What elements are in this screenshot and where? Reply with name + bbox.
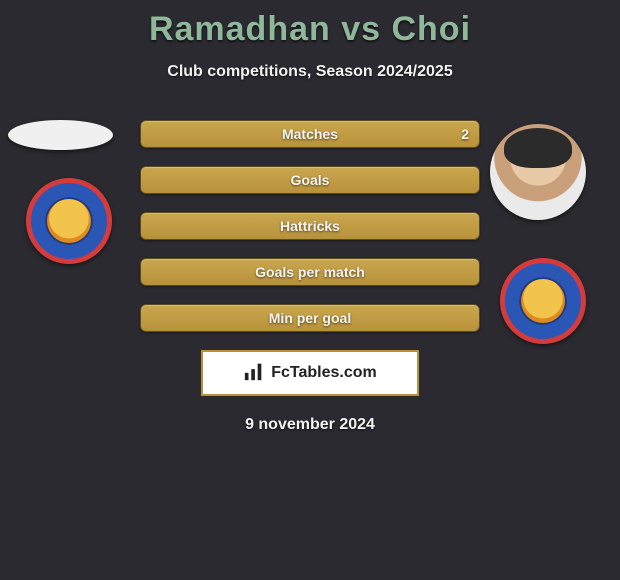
stat-bar-goals: Goals [140,166,480,194]
stat-label: Hattricks [280,218,340,234]
brand-watermark: FcTables.com [201,350,419,396]
page-title: Ramadhan vs Choi [0,0,620,49]
stat-bar-hattricks: Hattricks [140,212,480,240]
stats-panel: Matches 2 Goals Hattricks Goals per matc… [0,120,620,434]
bar-chart-icon [243,360,265,387]
stat-bars: Matches 2 Goals Hattricks Goals per matc… [140,120,480,332]
stat-value-right: 2 [461,126,469,142]
stat-label: Matches [282,126,338,142]
stat-bar-matches: Matches 2 [140,120,480,148]
stat-bar-min-per-goal: Min per goal [140,304,480,332]
stat-label: Goals [291,172,330,188]
subtitle: Club competitions, Season 2024/2025 [0,63,620,81]
stat-label: Min per goal [269,310,351,326]
stat-label: Goals per match [255,264,365,280]
stat-bar-goals-per-match: Goals per match [140,258,480,286]
snapshot-date: 9 november 2024 [0,416,620,434]
brand-text: FcTables.com [271,364,377,382]
